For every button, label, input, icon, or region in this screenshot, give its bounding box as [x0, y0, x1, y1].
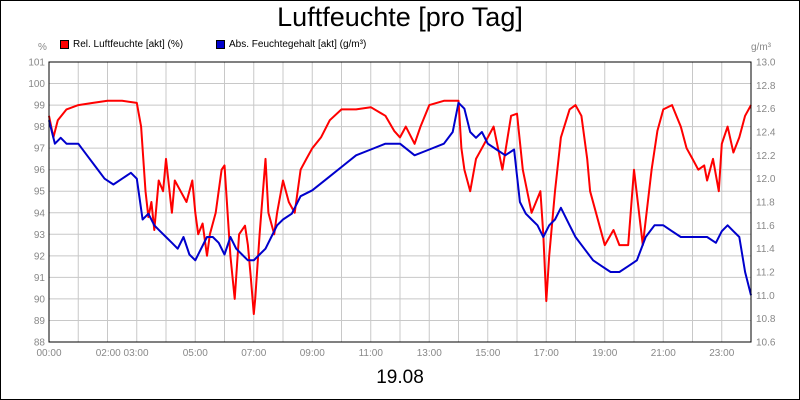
y-tick-label-left: 101: [28, 58, 45, 69]
y-tick-label-right: 12.4: [756, 128, 776, 139]
x-tick-label: 07:00: [241, 348, 266, 359]
grid-lines: [48, 61, 752, 343]
y-tick-label-right: 11.4: [756, 244, 775, 255]
x-tick-label: 02:00 03:00: [96, 348, 149, 359]
series-line-rel-humidity: [48, 99, 752, 315]
plot-border: [48, 61, 752, 343]
y-tick-label-left: 90: [34, 294, 46, 305]
y-tick-label-left: 98: [34, 122, 46, 133]
y-tick-label-right: 11.8: [756, 198, 775, 209]
legend-item-rel-humidity: Rel. Luftfeuchte [akt] (%): [60, 39, 183, 50]
legend-label-abs-humidity: Abs. Feuchtegehalt [akt] (g/m³): [229, 39, 367, 50]
y-tick-label-right: 11.2: [756, 268, 775, 279]
x-tick-label: 19:00: [592, 348, 617, 359]
y-tick-label-right: 11.6: [756, 221, 775, 232]
y-tick-label-right: 10.6: [756, 338, 776, 349]
series-lines: [48, 99, 752, 315]
y-tick-label-right: 12.6: [756, 104, 776, 115]
y-tick-label-right: 12.2: [756, 151, 776, 162]
x-tick-label: 17:00: [534, 348, 559, 359]
y-tick-label-left: 100: [28, 79, 45, 90]
y-tick-label-left: 95: [34, 187, 46, 198]
x-tick-label: 09:00: [300, 348, 325, 359]
legend-swatch-red: [60, 40, 69, 49]
y-tick-label-right: 12.0: [756, 174, 776, 185]
y-tick-label-left: 93: [34, 230, 46, 241]
right-axis-unit: g/m³: [751, 42, 771, 53]
y-tick-label-right: 10.8: [756, 314, 776, 325]
x-tick-label: 11:00: [359, 348, 384, 359]
legend-swatch-blue: [216, 40, 225, 49]
y-tick-label-left: 96: [34, 165, 46, 176]
x-tick-label: 23:00: [709, 348, 734, 359]
series-line-abs-humidity: [48, 101, 752, 296]
x-tick-label: 05:00: [183, 348, 208, 359]
y-tick-label-left: 99: [34, 101, 46, 112]
x-tick-label: 21:00: [651, 348, 676, 359]
legend-item-abs-humidity: Abs. Feuchtegehalt [akt] (g/m³): [216, 39, 366, 50]
y-tick-label-left: 97: [34, 144, 46, 155]
left-axis-unit: %: [38, 42, 47, 53]
right-y-ticks: 10.6 10.8 11.0 11.2 11.4 11.6 11.8 12.0 12.2 12.4…: [756, 58, 776, 349]
x-tick-label: 13:00: [417, 348, 442, 359]
chart-title: Luftfeuchte [pro Tag]: [277, 2, 523, 32]
legend-label-rel-humidity: Rel. Luftfeuchte [akt] (%): [73, 39, 184, 50]
y-tick-label-left: 92: [34, 251, 46, 262]
y-tick-label-left: 89: [34, 316, 46, 327]
date-label: 19.08: [376, 367, 424, 388]
y-tick-label-left: 94: [34, 208, 46, 219]
y-tick-label-right: 13.0: [756, 58, 776, 69]
x-tick-label: 00:00: [36, 348, 61, 359]
left-y-ticks: 88 89 90 91 92 93 94 95 96 97 98 99 100 101: [28, 58, 45, 349]
y-tick-label-right: 12.8: [756, 81, 776, 92]
y-tick-label-right: 11.0: [756, 291, 775, 302]
y-tick-label-left: 91: [34, 273, 46, 284]
y-tick-label-left: 88: [34, 338, 46, 349]
x-ticks: 00:00 02:00 03:00 05:00 07:00 09:00 11:00 13:0…: [36, 348, 734, 359]
x-tick-label: 15:00: [475, 348, 500, 359]
